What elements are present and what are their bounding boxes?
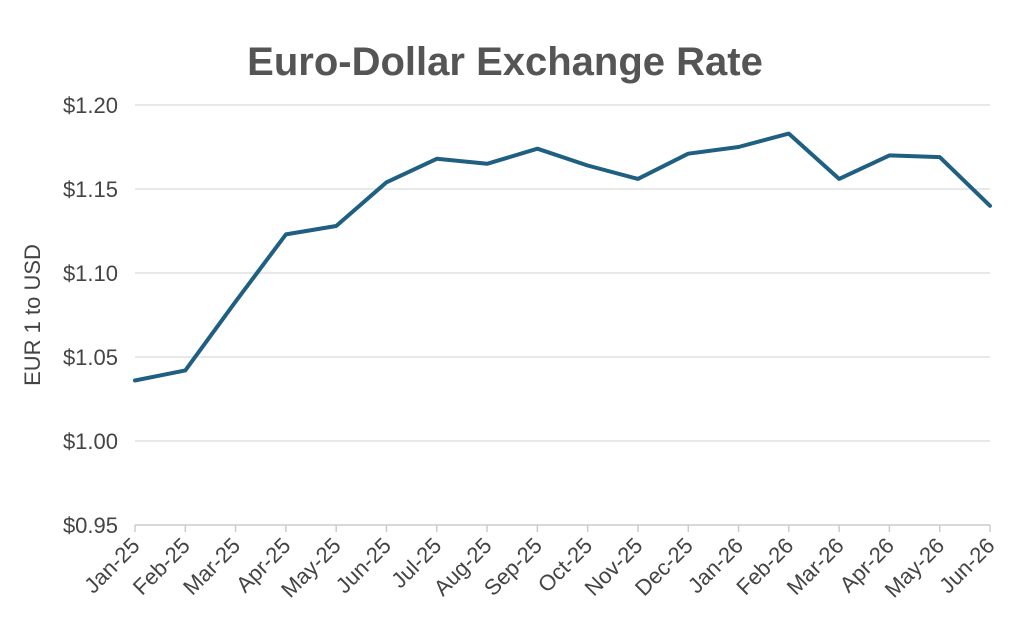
x-axis: Jan-25Feb-25Mar-25Apr-25May-25Jun-25Jul-… bbox=[79, 524, 1000, 602]
chart-title: Euro-Dollar Exchange Rate bbox=[247, 40, 763, 84]
y-tick-labels: $0.95 $1.00 $1.05 $1.10 $1.15 $1.20 bbox=[63, 93, 118, 538]
y-tick-label: $1.05 bbox=[63, 345, 118, 370]
x-tick-label: Dec-25 bbox=[630, 533, 698, 601]
x-tick-label: Mar-26 bbox=[782, 533, 849, 600]
y-tick-label: $1.00 bbox=[63, 429, 118, 454]
gridlines bbox=[135, 104, 990, 442]
x-tick-label: Sep-25 bbox=[479, 533, 547, 601]
y-tick-label: $1.20 bbox=[63, 93, 118, 118]
series-line bbox=[133, 131, 992, 383]
y-tick-label: $1.15 bbox=[63, 177, 118, 202]
x-tick-label: Jun-25 bbox=[331, 533, 396, 598]
series-layer bbox=[133, 131, 992, 383]
x-tick-label: Mar-25 bbox=[178, 533, 245, 600]
x-tick-label: Jun-26 bbox=[934, 533, 999, 598]
y-tick-label: $0.95 bbox=[63, 513, 118, 538]
y-tick-label: $1.10 bbox=[63, 261, 118, 286]
y-axis-label: EUR 1 to USD bbox=[20, 244, 45, 386]
